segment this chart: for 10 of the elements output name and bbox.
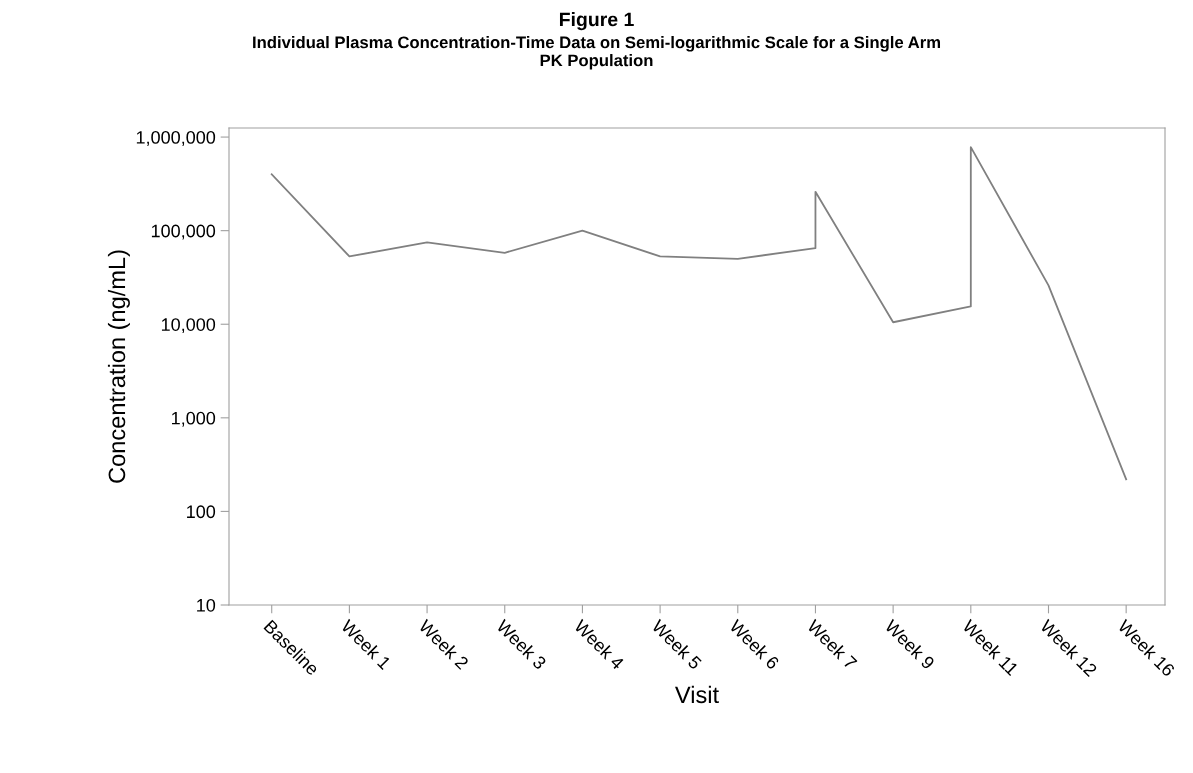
chart-subtitle: Individual Plasma Concentration-Time Data on Semi-logarithmic Scale for a Single Arm PK Population bbox=[253, 36, 941, 70]
y-tick-label: 100 bbox=[187, 505, 216, 519]
y-tick-label: 100,000 bbox=[151, 224, 216, 240]
y-tick-label: 10,000 bbox=[161, 318, 216, 334]
chart-title: Figure 1 bbox=[559, 12, 634, 31]
y-tick-label: 1,000 bbox=[172, 411, 216, 427]
y-tick-label: 1,000,000 bbox=[136, 131, 216, 146]
y-tick-label: 10 bbox=[197, 598, 216, 612]
x-axis-title: Visit bbox=[675, 685, 719, 704]
y-axis-title: Concentration (ng/mL) bbox=[107, 250, 130, 483]
